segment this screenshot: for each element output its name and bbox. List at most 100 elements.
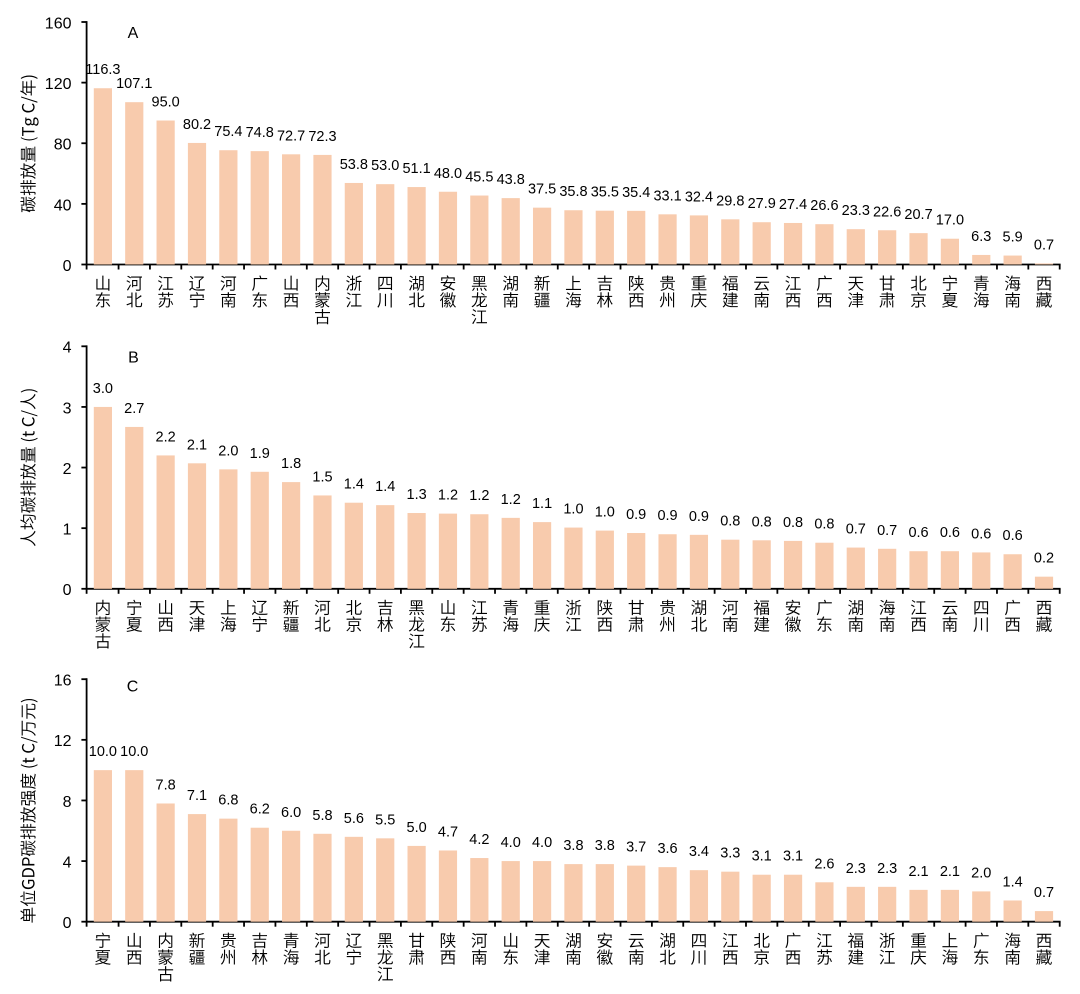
svg-text:75.4: 75.4 xyxy=(214,124,242,140)
svg-text:C: C xyxy=(127,679,139,696)
svg-text:6.8: 6.8 xyxy=(218,793,238,809)
svg-text:35.5: 35.5 xyxy=(591,185,619,201)
svg-text:0.7: 0.7 xyxy=(1034,885,1054,901)
svg-text:8: 8 xyxy=(63,794,72,811)
svg-text:17.0: 17.0 xyxy=(936,213,964,229)
svg-text:0.9: 0.9 xyxy=(626,507,646,523)
svg-text:0.7: 0.7 xyxy=(877,523,897,539)
svg-text:0.6: 0.6 xyxy=(908,525,928,541)
svg-text:35.8: 35.8 xyxy=(559,184,587,200)
svg-text:1.0: 1.0 xyxy=(595,505,615,521)
svg-text:3.0: 3.0 xyxy=(93,381,113,397)
svg-text:40: 40 xyxy=(54,197,72,214)
svg-text:1.3: 1.3 xyxy=(407,487,427,503)
svg-text:0.9: 0.9 xyxy=(657,508,677,524)
svg-text:5.6: 5.6 xyxy=(344,811,364,827)
svg-text:3: 3 xyxy=(63,400,72,417)
svg-text:5.5: 5.5 xyxy=(375,812,395,828)
svg-text:107.1: 107.1 xyxy=(116,76,152,92)
svg-text:74.8: 74.8 xyxy=(246,125,274,141)
svg-text:4.0: 4.0 xyxy=(532,835,552,851)
svg-text:B: B xyxy=(128,350,139,367)
svg-text:4: 4 xyxy=(63,854,72,871)
svg-text:16: 16 xyxy=(54,673,72,690)
svg-text:1.8: 1.8 xyxy=(281,456,301,472)
svg-text:6.0: 6.0 xyxy=(281,805,301,821)
svg-text:43.8: 43.8 xyxy=(497,172,525,188)
svg-text:5.9: 5.9 xyxy=(1003,230,1023,246)
svg-text:2.1: 2.1 xyxy=(908,864,928,880)
svg-text:0.7: 0.7 xyxy=(1034,237,1054,253)
svg-text:1.4: 1.4 xyxy=(344,477,364,493)
svg-text:53.0: 53.0 xyxy=(371,158,399,174)
svg-text:1.2: 1.2 xyxy=(501,492,521,508)
svg-text:3.1: 3.1 xyxy=(752,849,772,865)
svg-text:3.1: 3.1 xyxy=(783,849,803,865)
svg-text:0.6: 0.6 xyxy=(971,526,991,542)
svg-text:10.0: 10.0 xyxy=(89,744,117,760)
svg-text:53.8: 53.8 xyxy=(340,157,368,173)
svg-text:1.0: 1.0 xyxy=(563,502,583,518)
svg-text:1.5: 1.5 xyxy=(312,469,332,485)
svg-text:1: 1 xyxy=(63,522,72,539)
svg-text:32.4: 32.4 xyxy=(685,189,713,205)
svg-text:33.1: 33.1 xyxy=(653,188,681,204)
svg-text:80.2: 80.2 xyxy=(183,117,211,133)
svg-text:5.8: 5.8 xyxy=(312,808,332,824)
svg-text:12: 12 xyxy=(54,733,72,750)
svg-text:7.8: 7.8 xyxy=(156,777,176,793)
svg-text:6.2: 6.2 xyxy=(250,802,270,818)
svg-text:1.9: 1.9 xyxy=(250,446,270,462)
svg-text:2.2: 2.2 xyxy=(156,429,176,445)
svg-text:10.0: 10.0 xyxy=(120,744,148,760)
svg-text:95.0: 95.0 xyxy=(152,95,180,111)
svg-text:2.3: 2.3 xyxy=(846,861,866,877)
svg-text:45.5: 45.5 xyxy=(465,170,493,186)
svg-text:0.6: 0.6 xyxy=(1003,528,1023,544)
svg-text:23.3: 23.3 xyxy=(842,203,870,219)
svg-text:120: 120 xyxy=(45,76,72,93)
svg-text:29.8: 29.8 xyxy=(716,193,744,209)
svg-text:4.0: 4.0 xyxy=(501,835,521,851)
svg-text:3.7: 3.7 xyxy=(626,840,646,856)
svg-text:0.2: 0.2 xyxy=(1034,551,1054,567)
svg-text:2.1: 2.1 xyxy=(940,864,960,880)
svg-text:0: 0 xyxy=(63,582,72,599)
svg-text:3.6: 3.6 xyxy=(657,841,677,857)
svg-text:2.0: 2.0 xyxy=(971,865,991,881)
svg-text:2.3: 2.3 xyxy=(877,861,897,877)
svg-text:27.9: 27.9 xyxy=(748,196,776,212)
svg-text:0: 0 xyxy=(63,915,72,932)
svg-text:0.8: 0.8 xyxy=(720,514,740,530)
svg-text:2.0: 2.0 xyxy=(218,443,238,459)
svg-text:1.2: 1.2 xyxy=(438,488,458,504)
svg-text:2.1: 2.1 xyxy=(187,437,207,453)
svg-text:7.1: 7.1 xyxy=(187,788,207,804)
svg-text:3.8: 3.8 xyxy=(595,838,615,854)
svg-text:4.2: 4.2 xyxy=(469,832,489,848)
svg-text:2.6: 2.6 xyxy=(814,856,834,872)
svg-text:0.7: 0.7 xyxy=(846,522,866,538)
svg-text:1.4: 1.4 xyxy=(1003,874,1023,890)
svg-text:0.8: 0.8 xyxy=(752,514,772,530)
svg-text:3.4: 3.4 xyxy=(689,844,709,860)
svg-text:20.7: 20.7 xyxy=(904,207,932,223)
svg-text:35.4: 35.4 xyxy=(622,185,650,201)
svg-text:27.4: 27.4 xyxy=(779,197,807,213)
svg-text:26.6: 26.6 xyxy=(810,198,838,214)
svg-text:51.1: 51.1 xyxy=(402,161,430,177)
svg-text:4: 4 xyxy=(63,340,72,357)
svg-text:22.6: 22.6 xyxy=(873,204,901,220)
svg-text:A: A xyxy=(128,25,139,42)
svg-text:1.2: 1.2 xyxy=(469,488,489,504)
svg-text:80: 80 xyxy=(54,137,72,154)
svg-text:160: 160 xyxy=(45,15,72,32)
svg-text:4.7: 4.7 xyxy=(438,824,458,840)
svg-text:72.7: 72.7 xyxy=(277,128,305,144)
svg-text:72.3: 72.3 xyxy=(308,129,336,145)
svg-text:0.8: 0.8 xyxy=(814,517,834,533)
svg-text:0.8: 0.8 xyxy=(783,515,803,531)
svg-text:3.8: 3.8 xyxy=(563,838,583,854)
svg-text:0: 0 xyxy=(63,258,72,275)
svg-text:2.7: 2.7 xyxy=(124,401,144,417)
